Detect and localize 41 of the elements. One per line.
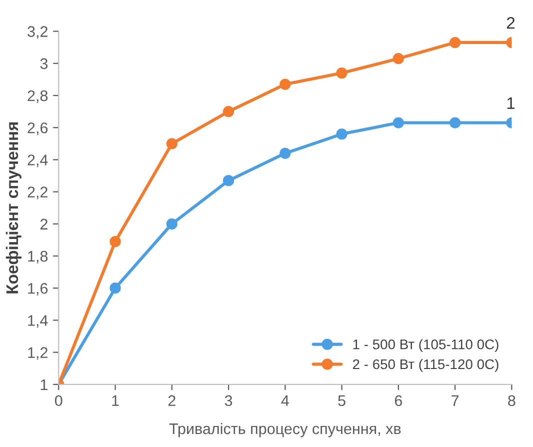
x-tick-label: 3 [224, 395, 232, 406]
point [449, 36, 461, 48]
legend-label: 2 - 650 Вт (115-120 0С) [352, 358, 498, 372]
y-tick-label: 2,2 [28, 186, 48, 200]
y-tick-label: 3 [40, 58, 48, 70]
point [222, 175, 234, 186]
legend-label: 1 - 500 Вт (105-110 0С) [353, 339, 498, 352]
point [280, 78, 291, 90]
x-tick-label: 1 [112, 395, 119, 406]
x-tick-label: 5 [338, 395, 346, 406]
x-tick-label: 7 [452, 395, 459, 406]
point [336, 67, 348, 79]
x-tick-label: 8 [508, 395, 516, 406]
x-tick-label: 4 [281, 395, 289, 406]
point [166, 218, 178, 230]
y-tick-label: 2,4 [28, 154, 48, 168]
point [392, 117, 404, 128]
x-tick-label: 6 [394, 395, 402, 406]
point [336, 128, 348, 140]
point [110, 236, 121, 248]
annotation: 1 [507, 97, 515, 109]
x-tick-label: 2 [168, 395, 176, 406]
point [222, 106, 234, 118]
point [392, 53, 404, 64]
y-tick-label: 1,6 [28, 282, 48, 296]
point [110, 282, 121, 294]
y-tick-label: 2,8 [28, 90, 48, 103]
point [166, 138, 178, 150]
point [449, 117, 461, 128]
y-tick-label: 2,6 [28, 122, 48, 136]
y-axis-title: Коефіцієнт спучення [6, 122, 22, 294]
x-tick-label: 0 [54, 395, 62, 406]
y-tick-label: 3,2 [28, 26, 48, 39]
y-tick-label: 1,2 [28, 347, 48, 360]
y-tick-label: 2 [40, 218, 48, 230]
annotation: 2 [506, 17, 515, 29]
y-tick-label: 1 [40, 379, 48, 390]
x-axis-title: Тривалість процесу спучення, хв [169, 422, 401, 438]
y-tick-label: 1,8 [28, 250, 48, 264]
y-tick-label: 1,4 [28, 315, 48, 328]
point [280, 148, 291, 159]
